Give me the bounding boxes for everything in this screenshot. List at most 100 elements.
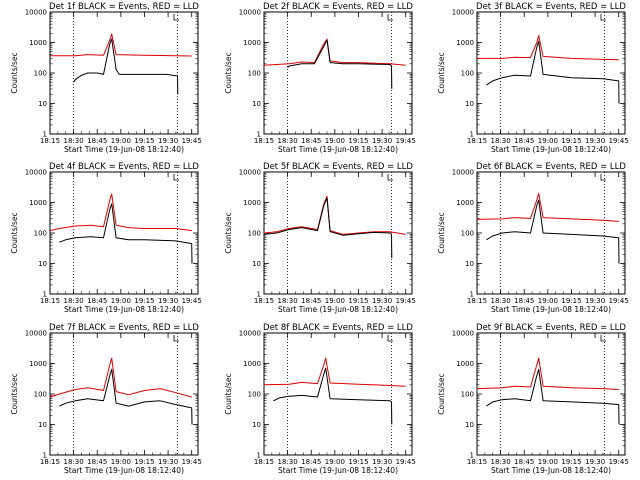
- panel-3-xtick-label: 19:45: [609, 137, 629, 145]
- panel-5-xtick-label: 18:15: [254, 297, 274, 305]
- panel-6-xlabel: Start Time (19-Jun-08 18:12:40): [491, 305, 611, 314]
- panel-5-series-lld: [263, 195, 406, 235]
- panel-9-axes-box: [476, 332, 626, 456]
- panel-7-ytick-label: 100: [34, 391, 47, 399]
- panel-4-xtick-label: 18:30: [64, 297, 84, 305]
- panel-7-ylabel: Counts/sec: [10, 373, 19, 414]
- panel-7-xtick-label: 19:00: [111, 458, 131, 466]
- panel-3-xtick-label: 19:00: [538, 137, 558, 145]
- panel-6-xtick-label: 19:30: [585, 297, 605, 305]
- panel-2-xtick-label: 19:15: [348, 137, 368, 145]
- panel-5-ytick-label: 10: [252, 260, 261, 268]
- panel-2-ytick-label: 10: [252, 100, 261, 108]
- panel-3-ytick-label: 10: [465, 100, 474, 108]
- panel-4-ytick-label: 10: [38, 260, 47, 268]
- panel-9-ylabel: Counts/sec: [437, 373, 446, 414]
- panel-8-xlabel: Start Time (19-Jun-08 18:12:40): [278, 466, 398, 475]
- panel-8-series-lld: [263, 357, 406, 387]
- panel-3-ytick-label: 10000: [452, 9, 474, 17]
- panel-2-ytick-label: 10000: [239, 9, 261, 17]
- panel-det-1f: Det 1f BLACK = Events, RED = LLD 1 10 100 10…: [10, 2, 202, 154]
- panel-7-series-lld: [49, 357, 192, 398]
- panel-5-corner-marker: [387, 174, 393, 181]
- panel-3-title: Det 3f BLACK = Events, RED = LLD: [476, 2, 626, 12]
- panel-3-ytick-label: 100: [461, 70, 474, 78]
- panel-6-ylabel: Counts/sec: [437, 212, 446, 253]
- panel-3-series-events: [486, 40, 620, 104]
- panel-8-ytick-label: 10000: [239, 330, 261, 338]
- panel-7-xlabel: Start Time (19-Jun-08 18:12:40): [64, 466, 184, 475]
- panel-8-corner-marker: [387, 335, 393, 342]
- panel-6-ytick-label: 100: [461, 230, 474, 238]
- panel-2-xtick-label: 18:45: [301, 137, 321, 145]
- panel-9-xtick-label: 19:45: [609, 458, 629, 466]
- panel-9-ytick-label: 10: [465, 421, 474, 429]
- panel-2-xtick-label: 19:30: [372, 137, 392, 145]
- panel-2-ytick-label: 1: [257, 131, 261, 139]
- panel-6-series-lld: [476, 192, 619, 222]
- panel-6-ytick-label: 1: [470, 291, 474, 299]
- panel-det-3f: Det 3f BLACK = Events, RED = LLD 1 10 100 10…: [437, 2, 629, 154]
- panel-9-corner-marker: [600, 335, 606, 342]
- panel-9-xlabel: Start Time (19-Jun-08 18:12:40): [491, 466, 611, 475]
- panel-2-axes-box: [263, 11, 413, 135]
- panel-1-xtick-label: 18:30: [64, 137, 84, 145]
- panel-3-axes-box: [476, 11, 626, 135]
- panel-7-ytick-label: 10000: [25, 330, 47, 338]
- panel-8-ylabel: Counts/sec: [224, 373, 233, 414]
- panel-4-ytick-label: 10000: [25, 169, 47, 177]
- panel-6-xtick-label: 19:00: [538, 297, 558, 305]
- panel-9-xtick-label: 18:45: [514, 458, 534, 466]
- panel-8-ytick-label: 10: [252, 421, 261, 429]
- panel-5-xtick-label: 19:00: [325, 297, 345, 305]
- panel-2-xtick-label: 19:45: [396, 137, 416, 145]
- panel-8-ytick-label: 100: [248, 391, 261, 399]
- panel-6-ytick-label: 10000: [452, 169, 474, 177]
- panel-1-ytick-label: 10000: [25, 9, 47, 17]
- panel-3-corner-marker: [600, 14, 606, 21]
- panel-6-xtick-label: 19:15: [561, 297, 581, 305]
- panel-2-title: Det 2f BLACK = Events, RED = LLD: [263, 2, 413, 12]
- panel-1-ytick-label: 10: [38, 100, 47, 108]
- panel-4-xtick-label: 19:45: [182, 297, 202, 305]
- panel-9-ytick-label: 1: [470, 452, 474, 460]
- panel-9-xtick-label: 18:15: [467, 458, 487, 466]
- panel-7-series-events: [59, 368, 193, 425]
- panel-2-xtick-label: 18:30: [278, 137, 298, 145]
- panel-6-xtick-label: 18:30: [491, 297, 511, 305]
- panel-9-xtick-label: 19:00: [538, 458, 558, 466]
- panel-5-xlabel: Start Time (19-Jun-08 18:12:40): [278, 305, 398, 314]
- panel-3-series-lld: [477, 35, 619, 61]
- panel-4-xtick-label: 18:45: [87, 297, 107, 305]
- panel-5-xtick-label: 18:30: [278, 297, 298, 305]
- panel-det-2f: Det 2f BLACK = Events, RED = LLD 1 10 100 10…: [224, 2, 416, 154]
- panel-8-title: Det 8f BLACK = Events, RED = LLD: [263, 323, 413, 333]
- panel-2-corner-marker: [387, 14, 393, 21]
- panel-7-ytick-label: 10: [38, 421, 47, 429]
- panel-det-7f: Det 7f BLACK = Events, RED = LLD 1 10 100 10…: [10, 323, 202, 475]
- panel-9-xtick-label: 19:15: [561, 458, 581, 466]
- panel-4-xtick-label: 19:30: [158, 297, 178, 305]
- panel-det-8f: Det 8f BLACK = Events, RED = LLD 1 10 100 10…: [224, 323, 416, 475]
- panel-4-title: Det 4f BLACK = Events, RED = LLD: [49, 162, 199, 172]
- panel-1-xtick-label: 19:15: [134, 137, 154, 145]
- panel-4-corner-marker: [173, 174, 179, 181]
- panel-7-xtick-label: 19:30: [158, 458, 178, 466]
- panel-7-ytick-label: 1000: [29, 360, 47, 368]
- panel-6-ytick-label: 1000: [456, 199, 474, 207]
- panel-5-xtick-label: 19:15: [348, 297, 368, 305]
- panel-3-xtick-label: 18:15: [467, 137, 487, 145]
- panel-8-xtick-label: 18:15: [254, 458, 274, 466]
- panel-8-xtick-label: 19:30: [372, 458, 392, 466]
- panel-5-title: Det 5f BLACK = Events, RED = LLD: [263, 162, 413, 172]
- panel-1-title: Det 1f BLACK = Events, RED = LLD: [49, 2, 199, 12]
- panel-8-xtick-label: 19:15: [348, 458, 368, 466]
- panel-6-series-events: [486, 199, 620, 264]
- panel-5-ytick-label: 100: [248, 230, 261, 238]
- panel-6-title: Det 6f BLACK = Events, RED = LLD: [476, 162, 626, 172]
- panel-8-ytick-label: 1000: [243, 360, 261, 368]
- panel-7-corner-marker: [173, 335, 179, 342]
- panel-2-series-lld: [263, 38, 406, 66]
- panel-4-axes-box: [49, 171, 199, 295]
- panel-3-ytick-label: 1000: [456, 39, 474, 47]
